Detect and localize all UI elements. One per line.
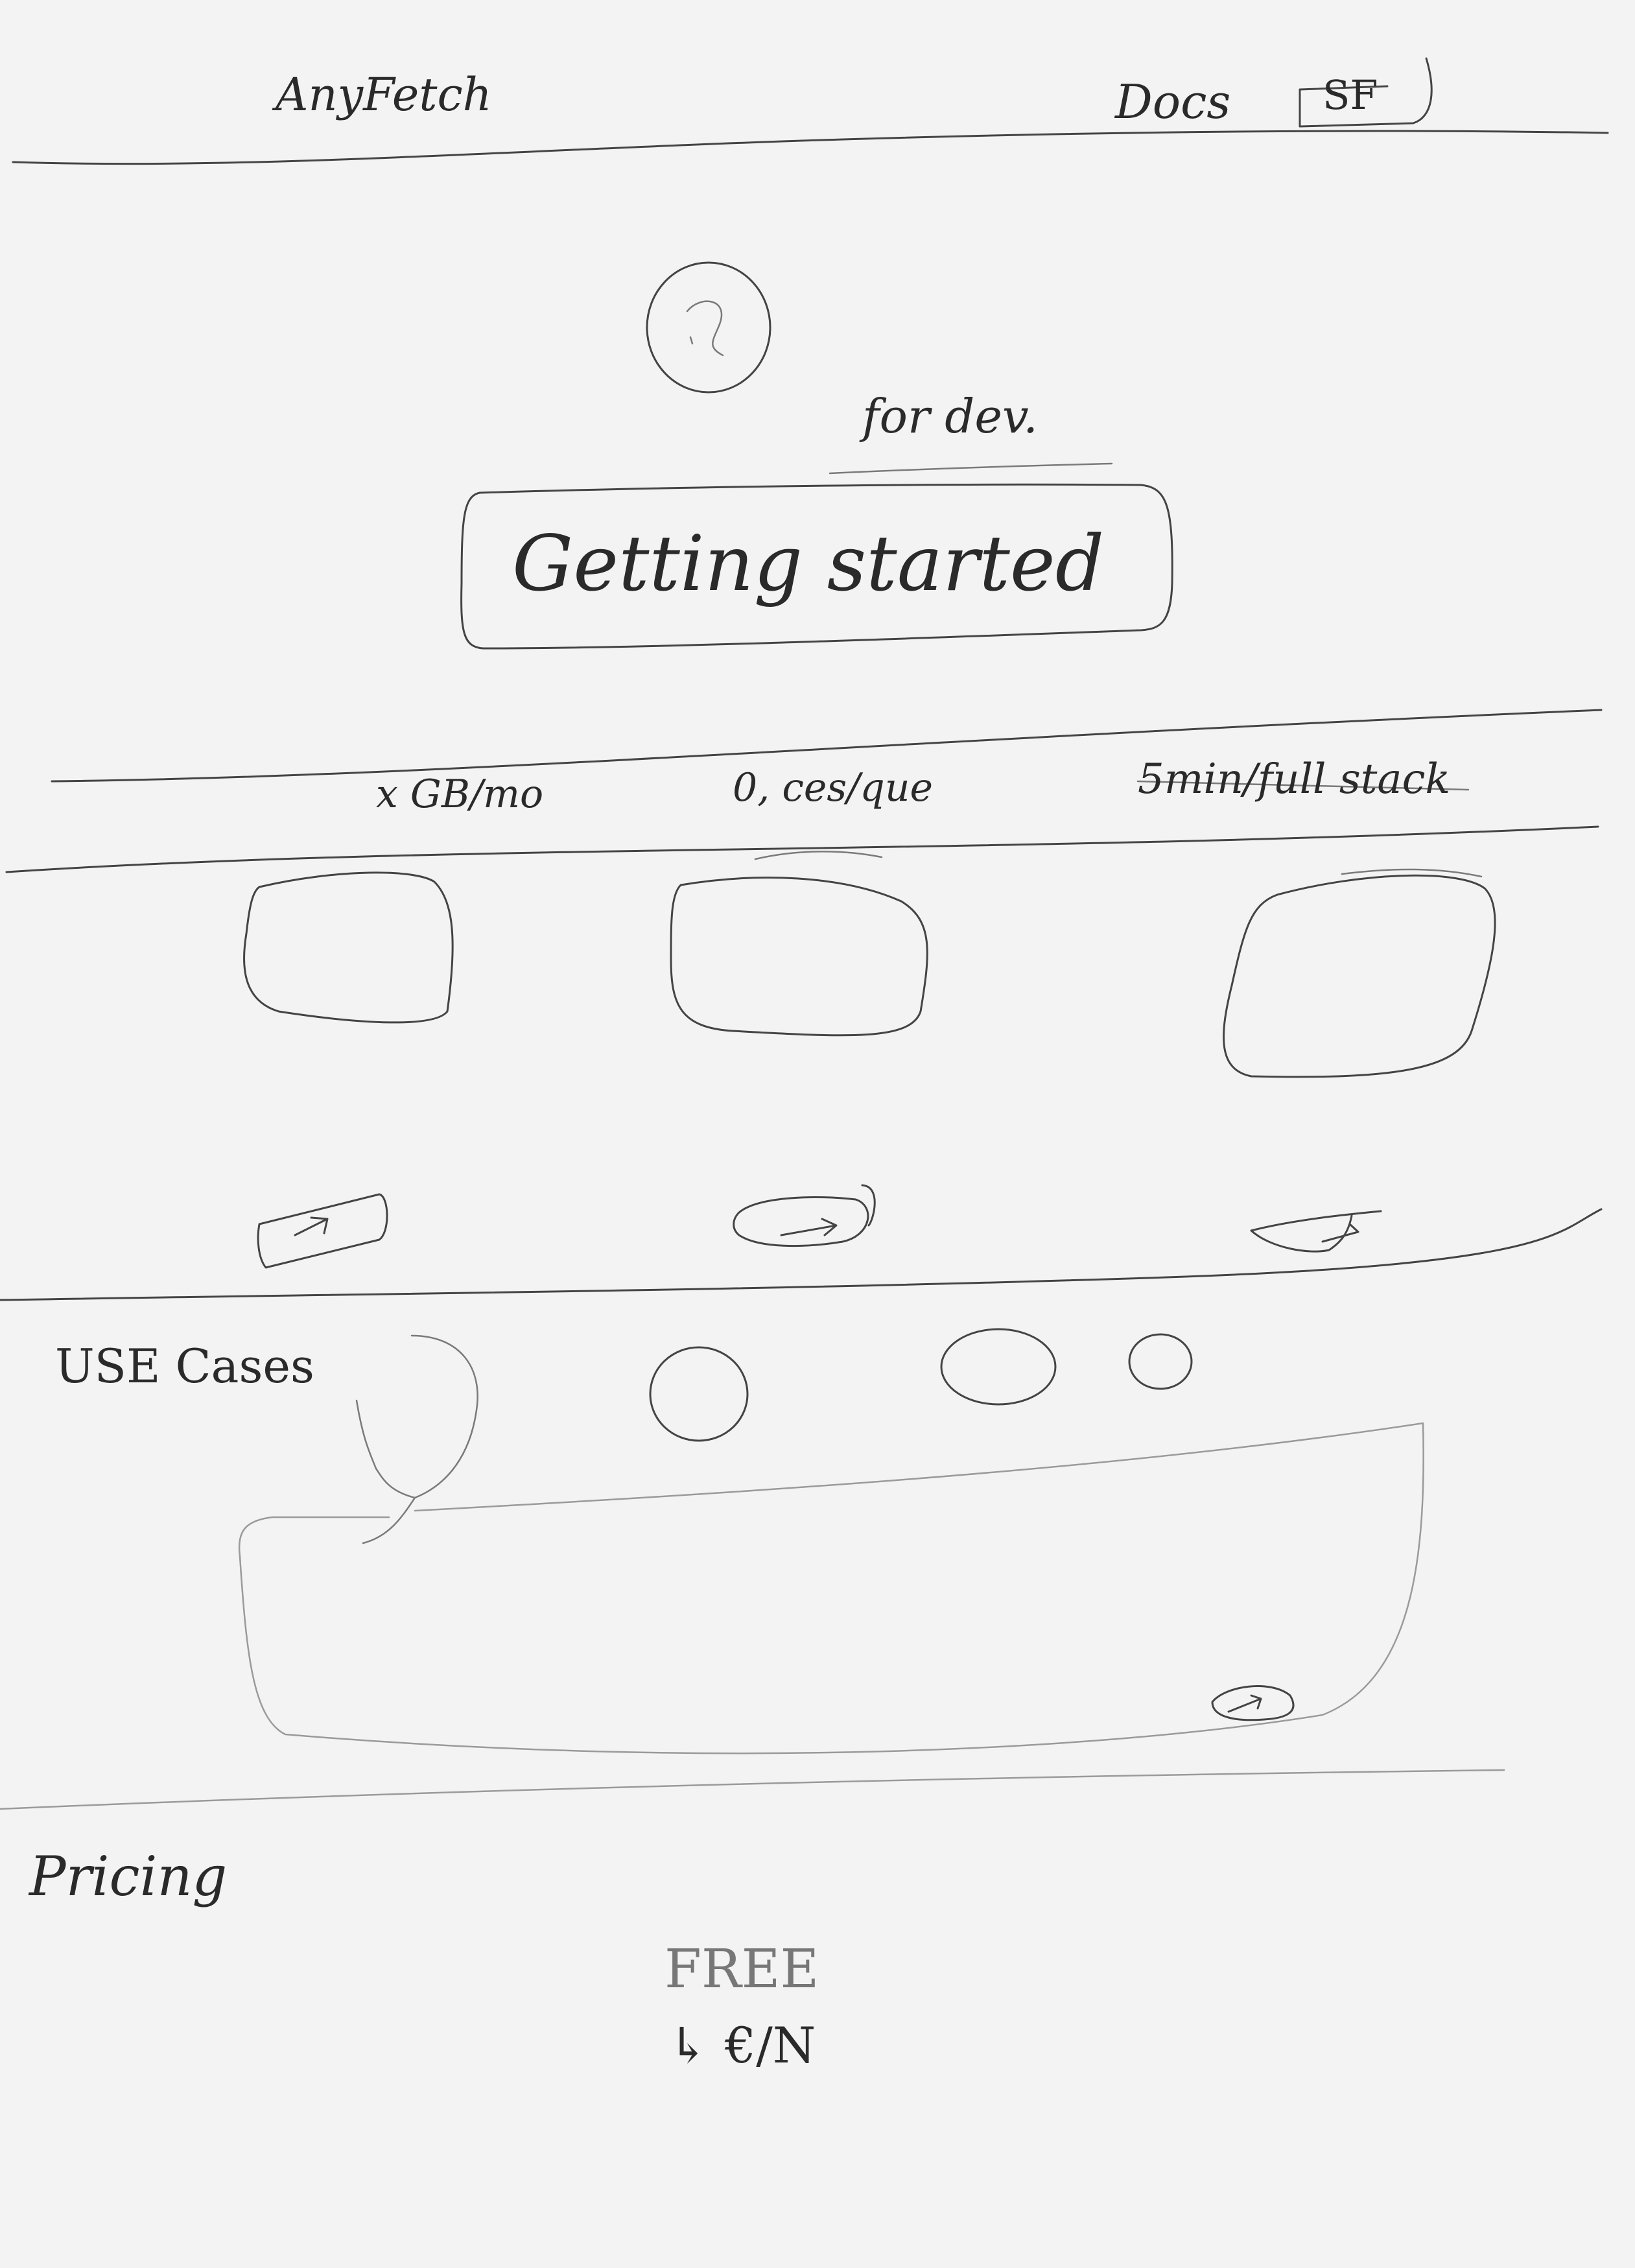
logo-placeholder-icon [646, 261, 771, 394]
brand-logo[interactable]: AnyFetch [276, 68, 492, 121]
feature-card-2-frame [670, 877, 928, 1037]
logo-placeholder-mark [686, 300, 724, 357]
header-divider [12, 130, 1609, 165]
use-cases-divider [0, 1208, 1603, 1301]
docs-link[interactable]: Docs [1115, 75, 1231, 129]
account-button[interactable]: SF [1323, 71, 1378, 119]
feature-arrow-button-2[interactable] [729, 1183, 885, 1251]
feature-arrow-button-3[interactable] [1248, 1206, 1384, 1258]
stat-bandwidth: x GB/mo [376, 772, 544, 817]
getting-started-frame [460, 483, 1173, 650]
card-connector-1 [754, 851, 883, 860]
tagline-underline [829, 462, 1113, 475]
feature-card-1 [243, 869, 457, 1028]
pricing-title: Pricing [29, 1845, 228, 1908]
use-case-dot-2[interactable] [940, 1328, 1057, 1406]
feature-card-1-frame [243, 871, 454, 1024]
account-button-frame [1299, 57, 1433, 128]
use-cases-title: USE Cases [55, 1339, 314, 1393]
arrow-icon [1227, 1694, 1262, 1713]
feature-arrow-button-3-frame [1250, 1210, 1382, 1253]
getting-started-button[interactable]: Getting started [512, 519, 1105, 608]
pricing-divider [0, 1769, 1505, 1810]
feature-card-3-frame [1223, 874, 1496, 1078]
feature-arrow-button-1[interactable] [256, 1190, 392, 1271]
stats-bottom-divider [5, 825, 1599, 873]
feature-card-2 [671, 872, 934, 1041]
use-case-detail-frame [238, 1422, 1424, 1754]
hero-tagline: for dev. [862, 389, 1039, 443]
use-case-dot-1[interactable] [649, 1346, 749, 1442]
arrow-icon [780, 1218, 838, 1236]
stat-setup-time: 5min/full stack [1138, 755, 1451, 803]
card-connector-2 [1341, 868, 1483, 878]
pricing-plan-label: FREE [665, 1939, 819, 2000]
use-case-bubble-tail [355, 1334, 478, 1544]
stats-top-divider [51, 709, 1603, 783]
stat-strike [1136, 780, 1470, 791]
arrow-icon [294, 1216, 329, 1236]
use-case-arrow-button[interactable] [1209, 1679, 1297, 1725]
arrow-icon [1321, 1223, 1359, 1243]
feature-card-3 [1219, 869, 1504, 1080]
feature-arrow-button-1-frame [257, 1193, 388, 1269]
feature-arrow-button-2-frame [733, 1184, 876, 1247]
use-case-arrow-button-frame [1211, 1685, 1295, 1721]
pricing-plan-sub: ↳ €/N [668, 2016, 816, 2074]
stat-cost-per-query: 0, ces/que [733, 765, 933, 810]
use-case-dot-3[interactable] [1128, 1333, 1193, 1390]
